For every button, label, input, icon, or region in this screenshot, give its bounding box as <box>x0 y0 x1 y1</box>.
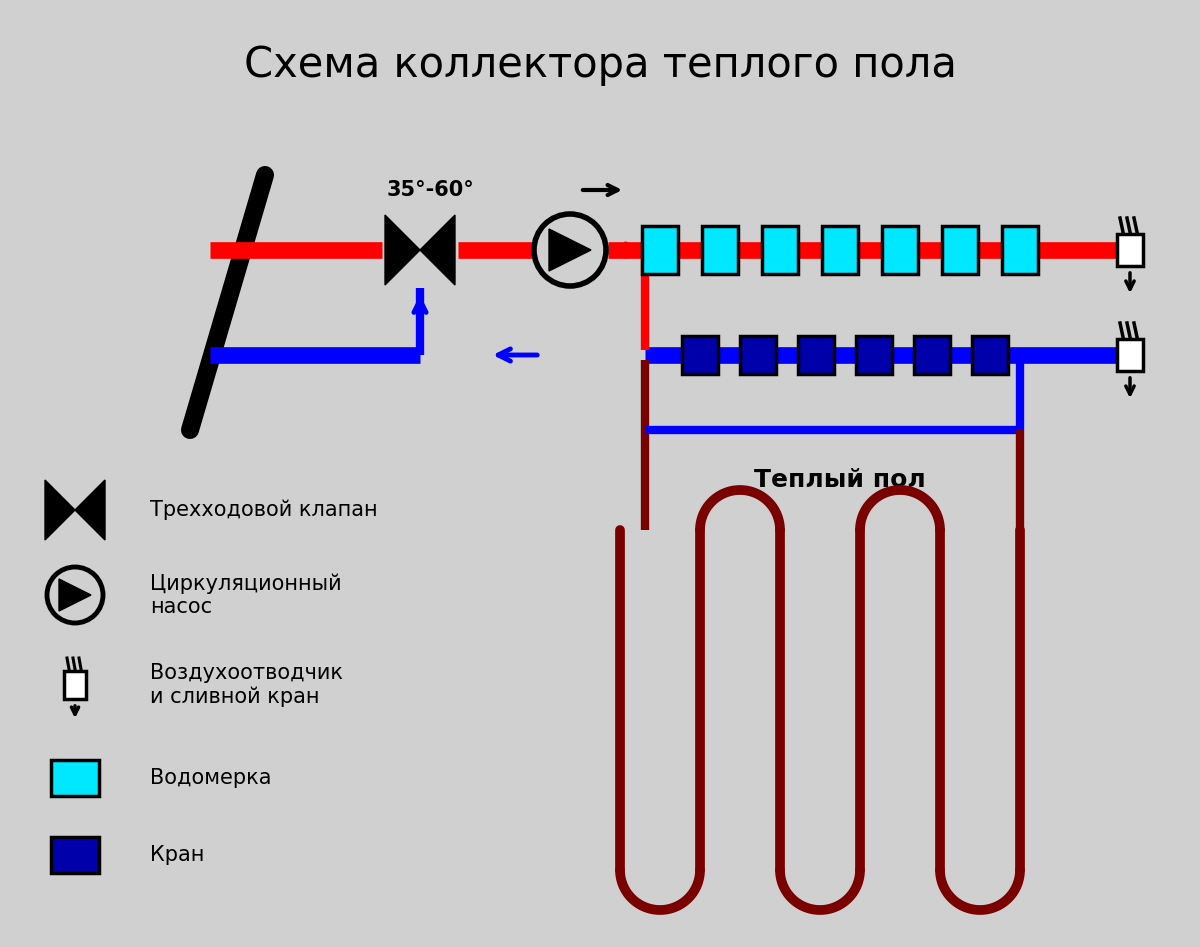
Bar <box>682 336 718 374</box>
Text: Воздухоотводчик
и сливной кран: Воздухоотводчик и сливной кран <box>150 663 343 706</box>
Text: Циркуляционный
насос: Циркуляционный насос <box>150 573 342 616</box>
Bar <box>856 336 892 374</box>
Bar <box>942 226 978 274</box>
Bar <box>642 226 678 274</box>
Bar <box>1117 234 1142 266</box>
Bar <box>740 336 776 374</box>
Bar <box>914 336 950 374</box>
Text: Теплый пол: Теплый пол <box>754 468 926 492</box>
Polygon shape <box>46 480 74 540</box>
Text: Водомерка: Водомерка <box>150 768 271 788</box>
Bar <box>1002 226 1038 274</box>
Polygon shape <box>59 579 91 611</box>
Polygon shape <box>420 215 455 285</box>
Bar <box>702 226 738 274</box>
Text: Схема коллектора теплого пола: Схема коллектора теплого пола <box>244 44 956 86</box>
Bar <box>822 226 858 274</box>
Text: Кран: Кран <box>150 845 204 865</box>
Polygon shape <box>74 480 106 540</box>
Bar <box>50 837 98 873</box>
Bar <box>972 336 1008 374</box>
Bar <box>64 671 86 699</box>
Bar <box>1117 339 1142 371</box>
Polygon shape <box>385 215 420 285</box>
Bar <box>50 760 98 796</box>
Bar <box>798 336 834 374</box>
Bar <box>882 226 918 274</box>
Text: 35°-60°: 35°-60° <box>386 180 474 200</box>
Text: Трехходовой клапан: Трехходовой клапан <box>150 500 378 520</box>
Bar <box>762 226 798 274</box>
Polygon shape <box>550 229 592 271</box>
